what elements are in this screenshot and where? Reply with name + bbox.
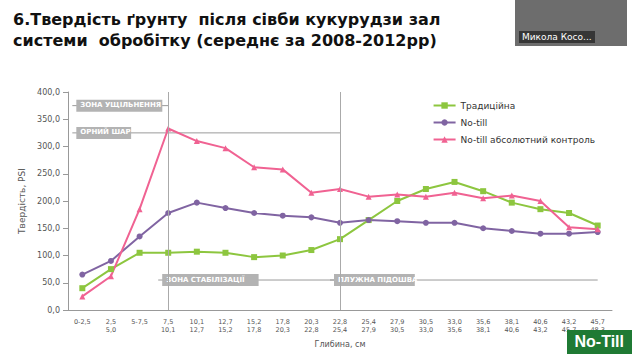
html-text:No-Till: No-Till — [574, 333, 624, 350]
svg-text:38,1: 38,1 — [476, 326, 490, 334]
svg-text:ЗОНА УЩІЛЬНЕННЯ: ЗОНА УЩІЛЬНЕННЯ — [80, 101, 161, 109]
svg-text:25,4: 25,4 — [333, 326, 347, 334]
svg-text:12,7: 12,7 — [190, 326, 204, 334]
svg-text:Глибина, см: Глибина, см — [315, 340, 366, 349]
svg-text:40,6: 40,6 — [505, 326, 519, 334]
svg-text:20,3: 20,3 — [275, 326, 289, 334]
svg-text:Твердість, PSI: Твердість, PSI — [17, 168, 27, 235]
svg-text:43,2: 43,2 — [562, 318, 576, 326]
svg-text:ПЛУЖНА ПІДОШВА: ПЛУЖНА ПІДОШВА — [338, 276, 418, 284]
svg-text:No-till: No-till — [461, 118, 488, 128]
svg-text:0-2,5: 0-2,5 — [74, 318, 91, 326]
svg-text:Традиційна: Традиційна — [460, 101, 516, 111]
svg-text:17,8: 17,8 — [247, 326, 261, 334]
svg-text:35,6: 35,6 — [447, 326, 461, 334]
svg-text:33,0: 33,0 — [447, 318, 461, 326]
svg-text:150,0: 150,0 — [37, 224, 60, 233]
svg-text:38,1: 38,1 — [505, 318, 519, 326]
svg-text:300,0: 300,0 — [37, 142, 60, 151]
svg-text:10,1: 10,1 — [190, 318, 204, 326]
svg-text:43,2: 43,2 — [533, 326, 547, 334]
svg-text:400,0: 400,0 — [37, 88, 60, 97]
svg-text:33,0: 33,0 — [419, 326, 433, 334]
svg-text:ОРНИЙ ШАР: ОРНИЙ ШАР — [80, 127, 130, 136]
svg-text:10,1: 10,1 — [161, 326, 175, 334]
svg-text:27,9: 27,9 — [390, 318, 404, 326]
html-text:Микола Косо...: Микола Косо... — [522, 32, 592, 42]
svg-text:17,8: 17,8 — [275, 318, 289, 326]
svg-text:12,7: 12,7 — [218, 318, 232, 326]
svg-text:40,6: 40,6 — [533, 318, 547, 326]
svg-text:22,8: 22,8 — [333, 318, 347, 326]
svg-text:27,9: 27,9 — [361, 326, 375, 334]
svg-text:30,5: 30,5 — [390, 326, 404, 334]
svg-text:5,0: 5,0 — [106, 326, 116, 334]
svg-text:30,5: 30,5 — [419, 318, 433, 326]
svg-text:250,0: 250,0 — [37, 169, 60, 178]
svg-text:25,4: 25,4 — [361, 318, 375, 326]
svg-text:0,0: 0,0 — [47, 306, 60, 315]
svg-text:100,0: 100,0 — [37, 251, 60, 260]
svg-text:No-till абсолютний контроль: No-till абсолютний контроль — [461, 135, 595, 145]
svg-text:системи обробітку (середнє за: системи обробітку (середнє за 2008-2012р… — [13, 31, 437, 50]
svg-text:45,7: 45,7 — [590, 318, 604, 326]
svg-text:15,2: 15,2 — [218, 326, 232, 334]
svg-text:200,0: 200,0 — [37, 197, 60, 206]
svg-text:6.Твердість ґрунту після сівб: 6.Твердість ґрунту після сівби кукурудзи… — [13, 10, 440, 29]
svg-text:15,2: 15,2 — [247, 318, 261, 326]
svg-text:50,0: 50,0 — [42, 278, 60, 287]
svg-text:5-7,5: 5-7,5 — [131, 318, 148, 326]
svg-text:20,3: 20,3 — [304, 318, 318, 326]
svg-text:ЗОНА СТАБІЛІЗАЦІЇ: ЗОНА СТАБІЛІЗАЦІЇ — [166, 275, 245, 284]
svg-text:22,8: 22,8 — [304, 326, 318, 334]
svg-text:350,0: 350,0 — [37, 115, 60, 124]
svg-text:35,6: 35,6 — [476, 318, 490, 326]
svg-text:7,5: 7,5 — [163, 318, 173, 326]
svg-text:2,5: 2,5 — [106, 318, 116, 326]
